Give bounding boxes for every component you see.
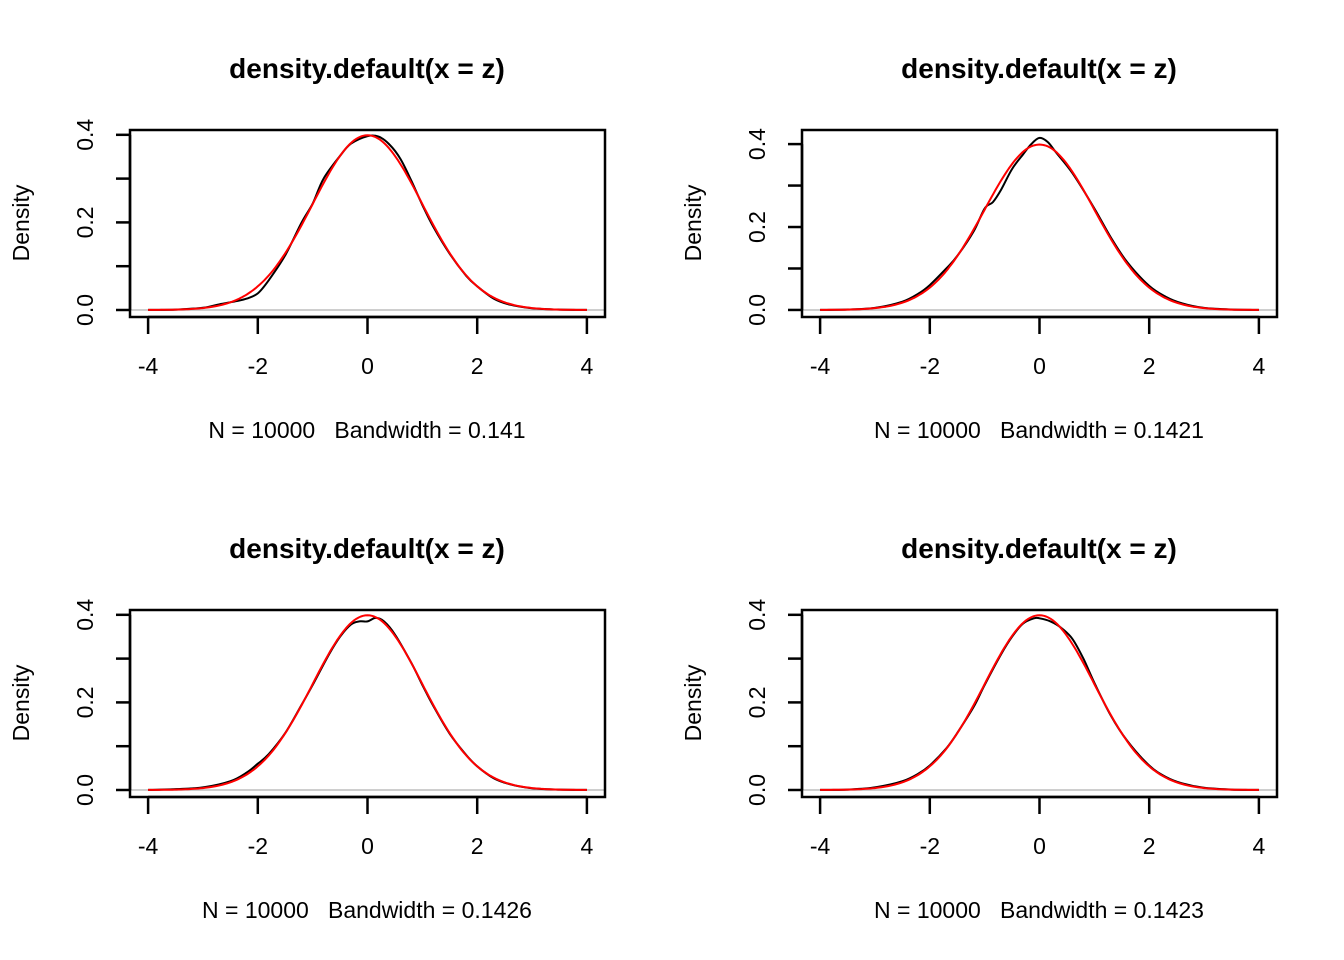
y-tick-label: 0.0 [72, 774, 98, 806]
normal-density-line [820, 143, 1259, 311]
x-tick-label: 4 [1253, 353, 1266, 379]
chart-title: density.default(x = z) [901, 533, 1177, 564]
y-axis-label: Density [8, 664, 34, 741]
x-tick-label: -4 [138, 353, 159, 379]
y-tick-label: 0.0 [72, 294, 98, 326]
x-tick-label: 4 [581, 833, 594, 859]
y-tick-label: 0.2 [744, 211, 770, 243]
x-axis-label: N = 10000 Bandwidth = 0.1423 [874, 897, 1204, 923]
chart-title: density.default(x = z) [229, 533, 505, 564]
density-panel-1: density.default(x = z) N = 10000 Bandwid… [8, 53, 607, 443]
y-tick-label: 0.2 [72, 206, 98, 238]
x-tick-label: -2 [920, 353, 940, 379]
plot-frame [128, 128, 607, 319]
plot-frame [128, 608, 607, 799]
y-tick-label: 0.4 [72, 599, 98, 631]
x-tick-label: -2 [920, 833, 940, 859]
x-tick-label: 0 [361, 353, 374, 379]
y-tick-label: 0.0 [744, 294, 770, 326]
y-tick-label: 0.4 [744, 128, 770, 160]
chart-title: density.default(x = z) [229, 53, 505, 84]
y-tick-label: 0.2 [72, 686, 98, 718]
density-panel-4: density.default(x = z) N = 10000 Bandwid… [680, 533, 1279, 923]
kde-series-line [820, 616, 1259, 791]
density-panel-3: density.default(x = z) N = 10000 Bandwid… [8, 533, 607, 923]
y-tick-label: 0.0 [744, 774, 770, 806]
x-tick-label: 4 [1253, 833, 1266, 859]
chart-title: density.default(x = z) [901, 53, 1177, 84]
x-tick-label: -4 [138, 833, 159, 859]
plot-frame [800, 608, 1279, 799]
x-tick-label: -4 [810, 353, 831, 379]
x-tick-label: -2 [248, 833, 268, 859]
y-tick-label: 0.2 [744, 686, 770, 718]
plot-frame [800, 128, 1279, 319]
density-panel-2: density.default(x = z) N = 10000 Bandwid… [680, 53, 1279, 443]
y-axis-label: Density [680, 184, 706, 261]
x-tick-label: 4 [581, 353, 594, 379]
x-tick-label: 2 [471, 353, 484, 379]
normal-density-line [820, 614, 1259, 791]
y-tick-label: 0.4 [744, 599, 770, 631]
x-tick-label: 0 [1033, 833, 1046, 859]
normal-density-line [148, 134, 587, 311]
x-axis-label: N = 10000 Bandwidth = 0.1421 [874, 417, 1204, 443]
x-axis-label: N = 10000 Bandwidth = 0.141 [208, 417, 525, 443]
kde-series-line [148, 616, 587, 791]
x-tick-label: 2 [1143, 353, 1156, 379]
x-axis-label: N = 10000 Bandwidth = 0.1426 [202, 897, 532, 923]
y-tick-label: 0.4 [72, 119, 98, 151]
x-tick-label: -4 [810, 833, 831, 859]
kde-series-line [148, 134, 587, 311]
y-axis-label: Density [8, 184, 34, 261]
kde-series-line [820, 136, 1259, 311]
x-tick-label: -2 [248, 353, 268, 379]
y-axis-label: Density [680, 664, 706, 741]
x-tick-label: 2 [1143, 833, 1156, 859]
normal-density-line [148, 614, 587, 791]
x-tick-label: 0 [1033, 353, 1046, 379]
x-tick-label: 2 [471, 833, 484, 859]
x-tick-label: 0 [361, 833, 374, 859]
